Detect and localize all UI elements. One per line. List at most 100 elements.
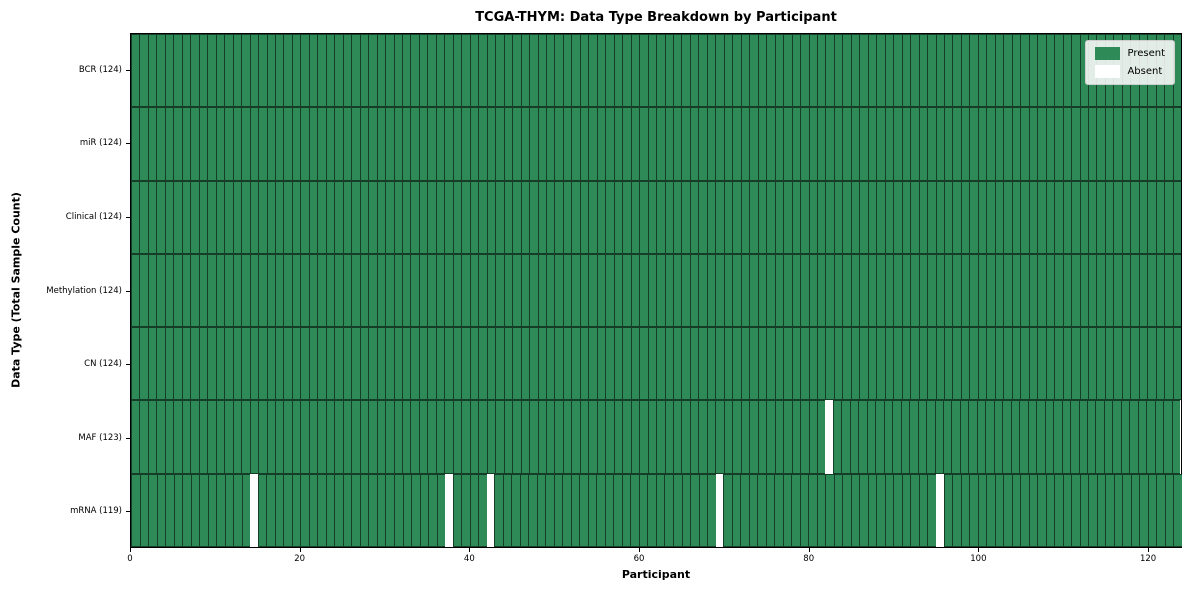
cell-present bbox=[376, 327, 386, 401]
cell-present bbox=[994, 180, 1004, 254]
cell-present bbox=[562, 253, 572, 328]
cell-present bbox=[630, 400, 640, 474]
cell-present bbox=[249, 180, 259, 254]
cell-present bbox=[1020, 473, 1029, 547]
cell-present bbox=[723, 400, 733, 474]
cell-present bbox=[833, 34, 843, 108]
cell-present bbox=[876, 327, 885, 401]
cell-present bbox=[1062, 107, 1072, 181]
cell-present bbox=[376, 107, 386, 181]
cell-present bbox=[190, 473, 200, 547]
cell-present bbox=[224, 473, 234, 547]
cell-present bbox=[131, 253, 140, 328]
cell-present bbox=[808, 253, 817, 328]
cell-present bbox=[977, 327, 987, 401]
cell-present bbox=[800, 34, 809, 108]
cell-present bbox=[334, 327, 343, 401]
cell-present bbox=[385, 107, 394, 181]
cell-present bbox=[359, 180, 369, 254]
cell-present bbox=[800, 180, 809, 254]
cell-present bbox=[308, 34, 318, 108]
cell-present bbox=[723, 107, 733, 181]
cell-present bbox=[368, 253, 377, 328]
cell-present bbox=[147, 107, 157, 181]
cell-present bbox=[1079, 327, 1088, 401]
cell-present bbox=[910, 34, 919, 108]
cell-present bbox=[1172, 253, 1182, 328]
cell-present bbox=[139, 400, 148, 474]
x-tick-mark bbox=[469, 548, 471, 552]
cell-present bbox=[706, 180, 716, 254]
cell-present bbox=[529, 327, 538, 401]
cell-present bbox=[1104, 327, 1114, 401]
cell-present bbox=[452, 180, 462, 254]
cell-present bbox=[368, 473, 377, 547]
cell-present bbox=[689, 180, 699, 254]
chart-title: TCGA-THYM: Data Type Breakdown by Partic… bbox=[475, 10, 837, 25]
y-tick-mark bbox=[126, 216, 130, 218]
cell-present bbox=[723, 34, 733, 108]
cell-present bbox=[224, 253, 233, 328]
cell-present bbox=[698, 473, 708, 547]
cell-present bbox=[783, 34, 792, 108]
cell-present bbox=[876, 107, 885, 181]
cell-present bbox=[334, 253, 343, 328]
cell-present bbox=[317, 327, 326, 401]
cell-present bbox=[215, 400, 225, 474]
cell-present bbox=[418, 180, 428, 254]
cell-present bbox=[952, 180, 961, 254]
cell-present bbox=[351, 327, 360, 401]
cell-present bbox=[1147, 180, 1156, 254]
cell-present bbox=[766, 327, 775, 401]
cell-present bbox=[935, 34, 944, 108]
cell-present bbox=[909, 400, 918, 474]
cell-present bbox=[427, 327, 436, 401]
cell-present bbox=[512, 34, 521, 108]
cell-present bbox=[816, 473, 826, 547]
cell-present bbox=[249, 327, 259, 401]
x-tick-label: 40 bbox=[463, 554, 475, 564]
cell-present bbox=[190, 34, 199, 108]
cell-present bbox=[656, 34, 665, 108]
cell-present bbox=[986, 473, 995, 547]
cell-present bbox=[706, 327, 716, 401]
cell-present bbox=[274, 400, 284, 474]
cell-present bbox=[198, 34, 208, 108]
cell-absent bbox=[715, 473, 724, 547]
x-tick-mark bbox=[1148, 548, 1150, 552]
cell-present bbox=[1147, 327, 1156, 401]
cell-present bbox=[342, 107, 352, 181]
cell-present bbox=[715, 327, 724, 401]
cell-present bbox=[613, 327, 623, 401]
cell-present bbox=[317, 34, 326, 108]
cell-present bbox=[969, 180, 978, 254]
cell-present bbox=[325, 253, 335, 328]
cell-present bbox=[867, 180, 877, 254]
cell-present bbox=[833, 473, 843, 547]
x-tick-mark bbox=[299, 548, 301, 552]
cell-present bbox=[368, 400, 377, 474]
cell-present bbox=[1113, 180, 1122, 254]
cell-present bbox=[376, 473, 386, 547]
cell-present bbox=[1156, 473, 1165, 547]
cell-present bbox=[986, 327, 995, 401]
cell-present bbox=[419, 473, 429, 547]
cell-present bbox=[554, 107, 563, 181]
cell-present bbox=[181, 107, 191, 181]
cell-present bbox=[910, 180, 919, 254]
cell-present bbox=[1020, 34, 1029, 108]
y-tick-label-Methylation: Methylation (124) bbox=[46, 285, 122, 296]
cell-present bbox=[402, 473, 412, 547]
cell-present bbox=[131, 400, 140, 474]
cell-present bbox=[452, 107, 462, 181]
cell-present bbox=[976, 400, 986, 474]
cell-present bbox=[300, 327, 309, 401]
cell-present bbox=[689, 327, 699, 401]
cell-present bbox=[469, 327, 479, 401]
cell-present bbox=[698, 107, 707, 181]
legend-item-absent: Absent bbox=[1095, 65, 1165, 78]
cell-present bbox=[131, 34, 140, 108]
cell-present bbox=[190, 107, 199, 181]
cell-present bbox=[232, 107, 242, 181]
cell-present bbox=[359, 107, 369, 181]
